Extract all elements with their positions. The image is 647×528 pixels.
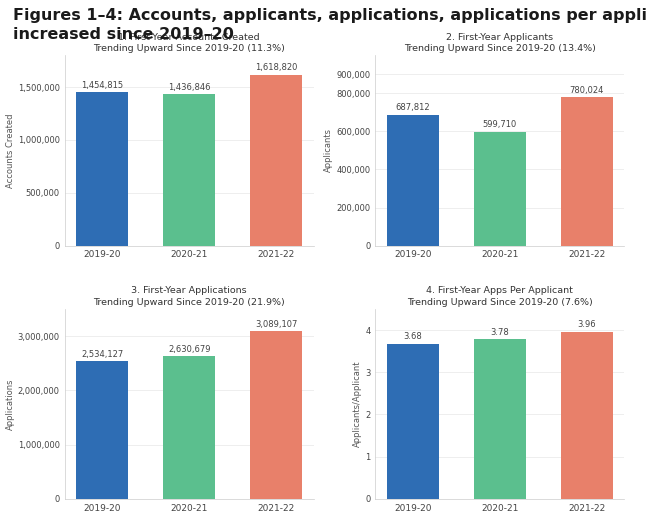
Text: 780,024: 780,024 xyxy=(570,86,604,95)
Title: 2. First-Year Applicants
Trending Upward Since 2019-20 (13.4%): 2. First-Year Applicants Trending Upward… xyxy=(404,33,596,53)
Text: 2,630,679: 2,630,679 xyxy=(168,345,210,354)
Text: 3,089,107: 3,089,107 xyxy=(255,320,298,329)
Y-axis label: Accounts Created: Accounts Created xyxy=(6,113,15,188)
Text: 3.68: 3.68 xyxy=(403,332,422,341)
Title: 1. First-Year Accounts Created
Trending Upward Since 2019-20 (11.3%): 1. First-Year Accounts Created Trending … xyxy=(93,33,285,53)
Bar xyxy=(474,131,526,246)
Text: 687,812: 687,812 xyxy=(395,103,430,112)
Bar xyxy=(474,340,526,499)
Y-axis label: Applicants/Applicant: Applicants/Applicant xyxy=(353,361,362,447)
Text: 3.78: 3.78 xyxy=(490,328,509,337)
Bar xyxy=(561,332,613,499)
Title: 4. First-Year Apps Per Applicant
Trending Upward Since 2019-20 (7.6%): 4. First-Year Apps Per Applicant Trendin… xyxy=(407,286,593,307)
Text: Figures 1–4: Accounts, applicants, applications, applications per applicant
incr: Figures 1–4: Accounts, applicants, appli… xyxy=(13,8,647,42)
Bar xyxy=(386,115,439,246)
Bar xyxy=(76,361,128,499)
Text: 1,618,820: 1,618,820 xyxy=(255,63,298,72)
Y-axis label: Applications: Applications xyxy=(6,378,15,430)
Y-axis label: Applicants: Applicants xyxy=(324,128,333,173)
Text: 3.96: 3.96 xyxy=(578,320,597,329)
Bar xyxy=(561,97,613,246)
Text: 1,454,815: 1,454,815 xyxy=(81,81,123,90)
Bar xyxy=(163,356,215,499)
Text: 599,710: 599,710 xyxy=(483,120,517,129)
Title: 3. First-Year Applications
Trending Upward Since 2019-20 (21.9%): 3. First-Year Applications Trending Upwa… xyxy=(93,286,285,307)
Bar xyxy=(250,74,303,246)
Bar xyxy=(163,94,215,246)
Bar xyxy=(386,344,439,499)
Text: 2,534,127: 2,534,127 xyxy=(81,350,124,359)
Bar xyxy=(76,92,128,246)
Bar xyxy=(250,331,303,499)
Text: 1,436,846: 1,436,846 xyxy=(168,82,210,91)
